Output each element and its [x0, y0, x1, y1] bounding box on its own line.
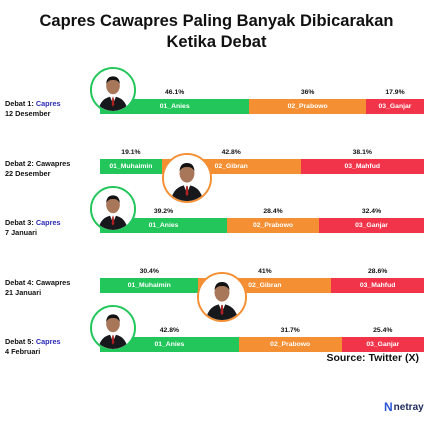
brand-logo: N netray: [384, 400, 424, 414]
row-label: Debat 2: Cawapres 22 Desember: [5, 159, 100, 179]
bar-segment: 02_Prabowo: [238, 337, 342, 352]
candidate-portrait: [90, 67, 136, 113]
data-label: 17.9%: [385, 89, 405, 96]
row-label-date: 21 Januari: [5, 287, 42, 297]
data-label: 38.1%: [352, 148, 372, 156]
bar-segment: 03_Ganjar: [341, 337, 424, 352]
bar-segment: 03_Ganjar: [319, 218, 424, 233]
data-label: 32.4%: [361, 208, 382, 215]
data-label: 42.8%: [159, 327, 180, 334]
row-label-date: 12 Desember: [5, 109, 51, 118]
data-label: 28.6%: [368, 267, 388, 275]
row-label: Debat 1: Capres 12 Desember: [5, 99, 100, 119]
chart-title-line-2: Ketika Debat: [166, 33, 267, 51]
row-label-accent: Capres: [35, 218, 61, 227]
candidate-portrait: [197, 271, 248, 322]
bar-segment: 03_Ganjar: [365, 99, 424, 114]
data-label: 19.1%: [121, 148, 141, 156]
brand-name: netray: [393, 401, 424, 413]
bar-stack: 01_Anies 02_Prabowo 03_Ganjar: [100, 337, 424, 352]
netray-mark-icon: N: [384, 400, 393, 414]
bar-stack: 01_Anies 02_Prabowo 03_Ganjar: [100, 218, 424, 233]
bar-stack: 01_Muhaimin 02_Gibran 03_Mahfud: [100, 277, 424, 293]
row-label-accent: Capres: [35, 337, 61, 346]
bar-segment: 01_Anies: [100, 99, 250, 114]
bar-segment: 01_Muhaimin: [100, 158, 162, 174]
data-label: 25.4%: [373, 327, 393, 334]
data-label: 41%: [258, 267, 272, 275]
bar-segment: 02_Prabowo: [227, 218, 320, 233]
data-label: 36%: [300, 89, 315, 96]
row-label-date: 7 Januari: [5, 228, 38, 237]
row-label-date: 4 Februari: [5, 347, 41, 356]
row-label-prefix: Debat 1:: [5, 99, 36, 108]
data-label: 42.8%: [221, 148, 241, 156]
bar-stack: 01_Muhaimin 02_Gibran 03_Mahfud: [100, 158, 424, 174]
chart-title: Capres Cawapres Paling Banyak Dibicaraka…: [0, 11, 433, 53]
row-label-date: 22 Desember: [5, 168, 51, 178]
data-label: 31.7%: [280, 327, 300, 334]
row-label: Debat 5: Capres 4 Februari: [5, 337, 100, 357]
bar-segment: 03_Mahfud: [331, 277, 424, 293]
row-label-prefix: Debat 4: Cawapres: [5, 277, 71, 287]
row-label: Debat 4: Cawapres 21 Januari: [5, 278, 100, 298]
bar-segment: 03_Mahfud: [300, 158, 424, 174]
data-label: 30.4%: [139, 267, 159, 275]
source-note: Source: Twitter (X): [326, 352, 419, 364]
bar-stack: 01_Anies 02_Prabowo 03_Ganjar: [100, 99, 424, 114]
candidate-portrait: [90, 305, 136, 351]
data-label: 46.1%: [165, 89, 185, 96]
data-label: 39.2%: [153, 208, 174, 215]
data-label: 28.4%: [263, 208, 283, 215]
row-label: Debat 3: Capres 7 Januari: [5, 218, 100, 238]
candidate-portrait: [90, 186, 136, 232]
bar-segment: 01_Muhaimin: [100, 277, 199, 293]
row-label-prefix: Debat 3:: [5, 218, 36, 227]
candidate-portrait: [161, 152, 212, 203]
row-label-prefix: Debat 2: Cawapres: [5, 158, 71, 168]
chart-title-line-1: Capres Cawapres Paling Banyak Dibicaraka…: [39, 12, 394, 30]
row-label-accent: Capres: [35, 99, 61, 108]
bar-segment: 01_Anies: [100, 337, 239, 352]
row-label-prefix: Debat 5:: [5, 337, 36, 346]
bar-segment: 02_Prabowo: [249, 99, 366, 114]
